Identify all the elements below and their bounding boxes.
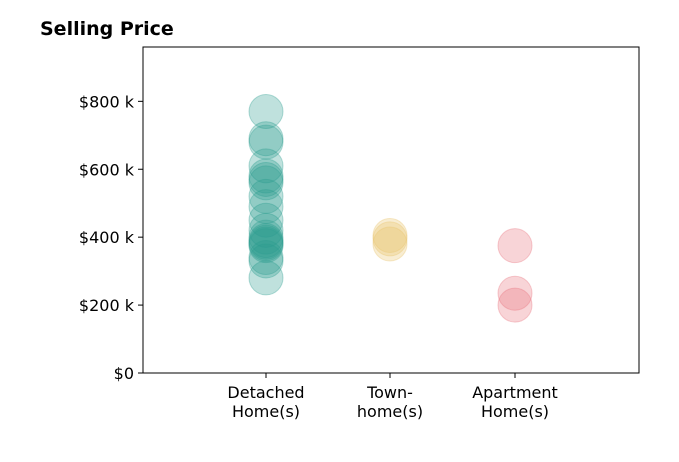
data-point [497, 228, 533, 264]
data-point [248, 226, 284, 262]
y-tick-label: $200 k [79, 296, 135, 315]
x-tick-label: Home(s) [232, 402, 300, 421]
data-point [372, 217, 408, 253]
data-point [248, 224, 284, 260]
y-tick-label: $600 k [79, 160, 135, 179]
data-point [248, 165, 284, 201]
data-point [248, 158, 284, 194]
y-tick-label: $800 k [79, 92, 135, 111]
y-tick-label: $0 [114, 364, 134, 383]
data-point [497, 275, 533, 311]
plot-frame [142, 46, 640, 374]
x-tick-label: Apartment [472, 383, 558, 402]
data-point [248, 202, 284, 238]
x-tick-label: home(s) [357, 402, 423, 421]
data-point [248, 121, 284, 157]
data-point [248, 148, 284, 184]
data-point [248, 243, 284, 279]
data-point [248, 240, 284, 276]
data-point [248, 124, 284, 160]
chart-title: Selling Price [40, 18, 174, 40]
data-point [248, 260, 284, 296]
x-axis: DetachedHome(s)Town-home(s)ApartmentHome… [227, 373, 558, 421]
data-point [248, 161, 284, 197]
x-tick-label: Detached [227, 383, 304, 402]
data-point [248, 94, 284, 130]
data-point [372, 221, 408, 257]
x-tick-label: Home(s) [481, 402, 549, 421]
data-point [497, 287, 533, 323]
y-axis: $0 $200 k $400 k $600 k $800 k [79, 92, 143, 383]
data-point [248, 178, 284, 214]
data-point [248, 212, 284, 248]
data-point [248, 223, 284, 259]
data-point [248, 219, 284, 255]
points-layer [248, 94, 533, 323]
data-point [248, 228, 284, 264]
data-point [372, 226, 408, 262]
y-tick-label: $400 k [79, 228, 135, 247]
data-point [248, 189, 284, 225]
x-tick-label: Town- [366, 383, 413, 402]
